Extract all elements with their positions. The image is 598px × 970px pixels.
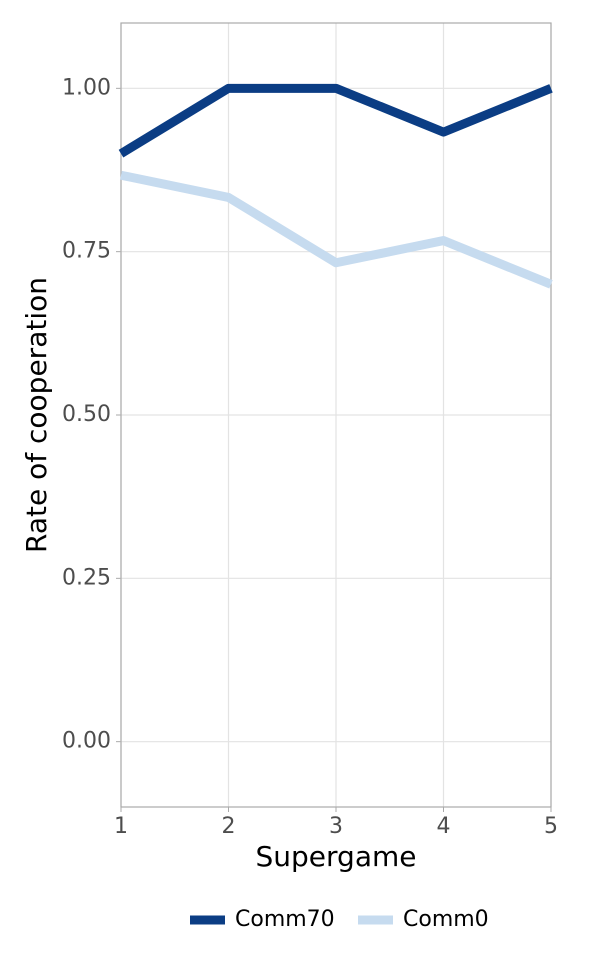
x-tick-label: 2	[222, 814, 236, 839]
y-tick-label: 0.75	[62, 239, 111, 264]
legend-label: Comm70	[235, 907, 335, 932]
y-tick-label: 0.00	[62, 729, 111, 754]
panel-border	[120, 22, 552, 808]
x-tick-label: 5	[544, 814, 558, 839]
x-axis-title: Supergame	[256, 840, 417, 873]
legend-label: Comm0	[403, 907, 489, 932]
x-tick-label: 1	[114, 814, 128, 839]
y-axis-title: Rate of cooperation	[20, 277, 53, 553]
y-tick-label: 1.00	[62, 75, 111, 100]
series-line	[120, 170, 553, 289]
y-tick-label: 0.50	[62, 402, 111, 427]
x-tick-label: 3	[329, 814, 343, 839]
y-tick-label: 0.25	[62, 565, 111, 590]
x-tick-label: 4	[437, 814, 451, 839]
series-line	[118, 83, 553, 158]
